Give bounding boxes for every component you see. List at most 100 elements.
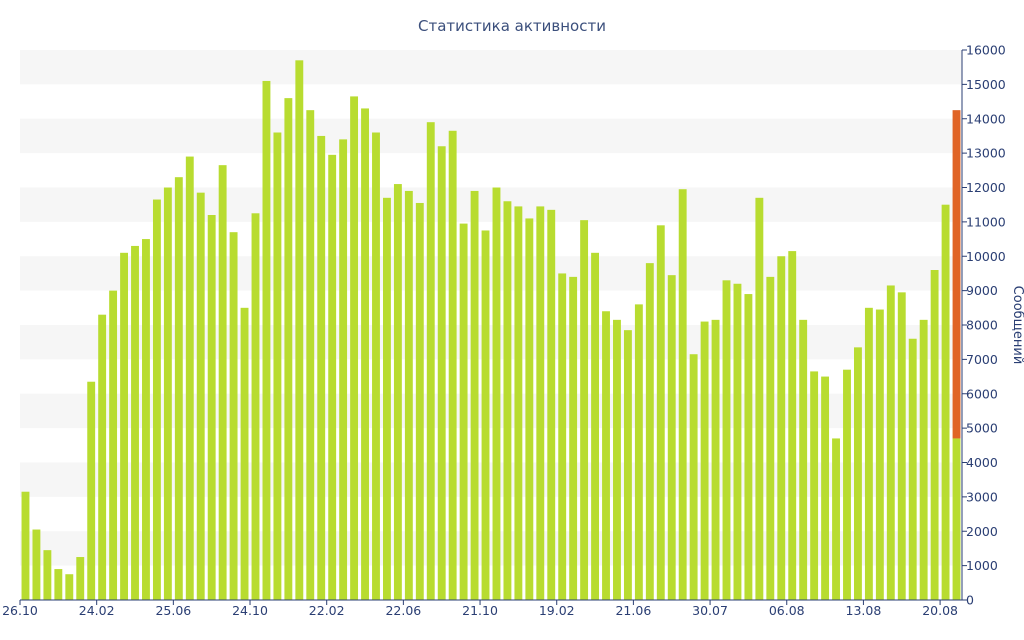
bar — [941, 204, 950, 600]
y-tick-label: 0 — [966, 593, 974, 608]
bar — [908, 338, 917, 600]
bar — [404, 190, 413, 600]
bar — [152, 199, 161, 600]
bar — [185, 156, 194, 600]
bar — [689, 354, 698, 600]
bar — [722, 280, 731, 600]
y-tick-label: 11000 — [966, 214, 1006, 229]
grid-bands — [20, 50, 962, 566]
bar — [120, 252, 129, 600]
bar — [558, 273, 567, 600]
bar — [733, 283, 742, 600]
y-tick-label: 7000 — [966, 352, 998, 367]
bar — [656, 225, 665, 600]
bar — [525, 218, 534, 600]
bar — [821, 376, 830, 600]
bar — [142, 239, 150, 600]
y-tick-label: 9000 — [966, 283, 998, 298]
bar — [174, 177, 183, 600]
x-tick-label: 20.08 — [922, 603, 958, 618]
bar — [382, 197, 391, 600]
bar — [777, 256, 786, 600]
bar — [32, 529, 41, 600]
bar — [470, 190, 479, 600]
bar — [602, 311, 610, 600]
bar — [613, 319, 621, 600]
x-tick-label: 21.10 — [462, 603, 498, 618]
bar — [251, 213, 260, 600]
bar — [536, 206, 545, 600]
bar — [361, 108, 369, 600]
bar — [569, 276, 578, 600]
bar — [426, 122, 435, 600]
bar — [98, 314, 107, 600]
grid-band — [20, 118, 962, 154]
bar-highlight — [952, 110, 961, 439]
y-tick-label: 5000 — [966, 421, 998, 436]
bar — [218, 165, 227, 600]
bar — [547, 209, 556, 600]
y-tick-label: 10000 — [966, 249, 1006, 264]
bar — [755, 197, 764, 600]
bar — [328, 154, 337, 600]
x-tick-label: 13.08 — [846, 603, 882, 618]
bar — [350, 96, 359, 600]
y-axis-ticks: 0 1000 2000 3000 4000 5000 6000 7000 8000 9000 100… — [962, 43, 1006, 608]
x-tick-label: 22.02 — [309, 603, 345, 618]
bar — [623, 330, 632, 600]
x-axis-ticks: 26.10 24.02 25.06 24.10 22.02 22.06 21.10 19.02… — [2, 600, 958, 618]
y-tick-label: 2000 — [966, 524, 998, 539]
x-tick-label: 19.02 — [539, 603, 575, 618]
bar — [240, 307, 249, 600]
bar — [317, 135, 326, 600]
y-tick-label: 1000 — [966, 558, 998, 573]
y-tick-label: 6000 — [966, 386, 998, 401]
bar — [339, 139, 348, 600]
bar — [295, 60, 304, 600]
grid-band — [20, 325, 962, 360]
y-axis-title: Сообщений — [1010, 286, 1024, 365]
y-tick-label: 13000 — [966, 146, 1006, 161]
bar — [415, 202, 424, 600]
bar — [810, 371, 819, 600]
bar — [54, 569, 63, 600]
grid-band — [20, 462, 962, 497]
bar — [372, 132, 380, 600]
bar — [262, 80, 271, 600]
bar — [919, 319, 928, 600]
bar — [21, 491, 30, 600]
grid-band — [20, 393, 962, 429]
bar — [744, 294, 753, 600]
bar — [163, 187, 172, 600]
x-tick-label: 26.10 — [2, 603, 38, 618]
bar — [832, 438, 840, 600]
x-tick-label: 22.06 — [385, 603, 421, 618]
bar — [678, 189, 687, 600]
grid-band — [20, 187, 962, 222]
y-tick-label: 16000 — [966, 43, 1006, 58]
bar — [667, 275, 676, 600]
bar — [306, 110, 315, 600]
bar — [503, 201, 512, 600]
chart-title: Статистика активности — [418, 17, 606, 35]
y-tick-label: 8000 — [966, 318, 998, 333]
bars-group — [21, 60, 961, 600]
bar — [207, 215, 216, 600]
bar — [700, 321, 709, 600]
bar — [393, 184, 402, 600]
bar — [930, 270, 939, 600]
bar — [87, 381, 96, 600]
x-tick-label: 21.06 — [615, 603, 651, 618]
bar — [634, 304, 643, 600]
bar — [766, 276, 775, 600]
bar — [788, 251, 797, 600]
x-tick-label: 25.06 — [155, 603, 191, 618]
bar — [43, 550, 52, 600]
bar — [448, 130, 457, 600]
bar — [645, 263, 654, 600]
bar — [799, 319, 808, 600]
y-tick-label: 12000 — [966, 180, 1006, 195]
x-tick-label: 24.02 — [79, 603, 115, 618]
bar — [109, 290, 118, 600]
